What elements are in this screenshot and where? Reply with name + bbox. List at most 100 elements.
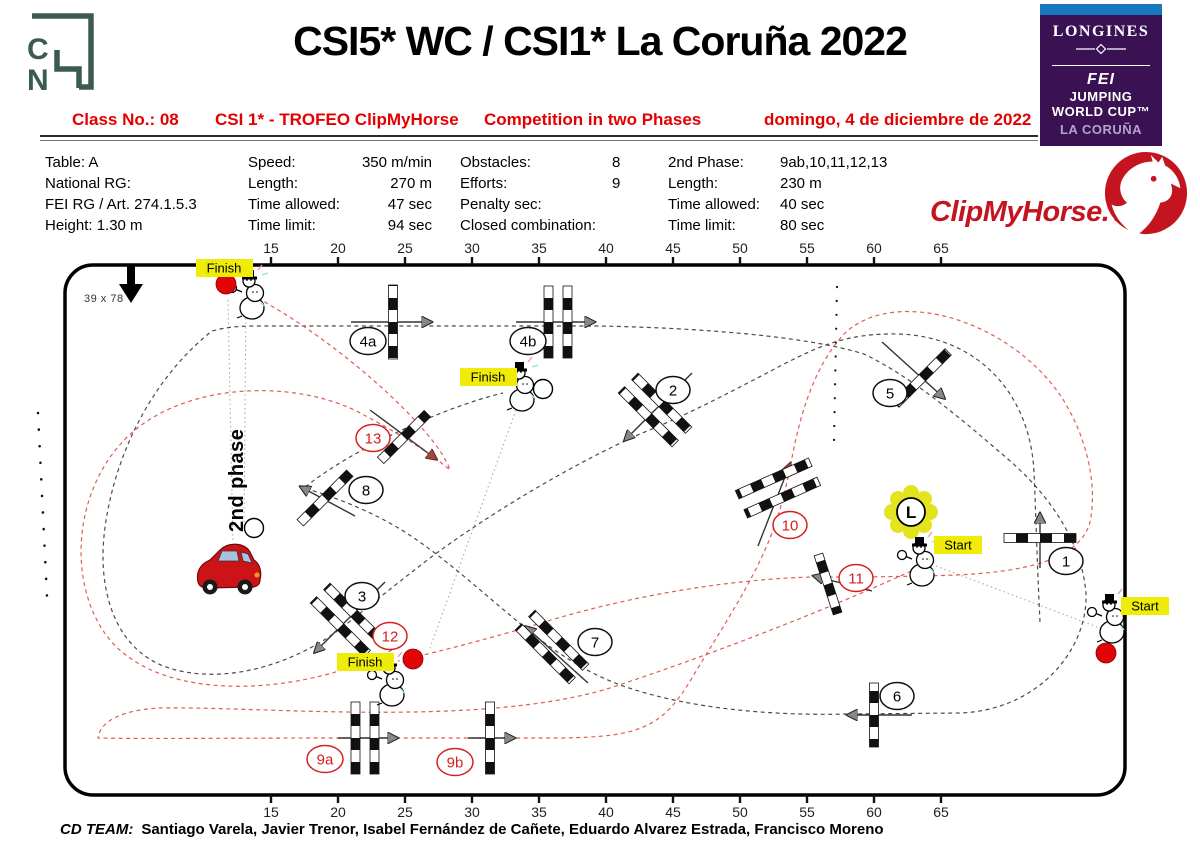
info-height: Height: 1.30 m xyxy=(45,217,143,234)
info-row: Time allowed: 40 sec xyxy=(668,194,887,215)
svg-text:2: 2 xyxy=(669,382,677,399)
info-row: 2nd Phase: 9ab,10,11,12,13 xyxy=(668,152,887,173)
info-row: Length: 230 m xyxy=(668,173,887,194)
ruler-number: 60 xyxy=(866,804,882,820)
svg-text:9b: 9b xyxy=(447,754,464,771)
class-number: Class No.: 08 xyxy=(72,110,179,129)
white-marker-ring xyxy=(243,517,265,539)
ruler-tick xyxy=(805,795,809,803)
svg-text:11: 11 xyxy=(848,570,864,587)
badge-jumping-text: JUMPING xyxy=(1069,89,1133,104)
obstacle-13 xyxy=(369,409,436,465)
ruler-tick xyxy=(470,795,474,803)
obstacle-label-5: 5 xyxy=(872,378,908,408)
start-tag-right: Start xyxy=(1121,597,1169,615)
info-row: Efforts: 9 xyxy=(460,173,620,194)
svg-text:Start: Start xyxy=(1131,599,1159,614)
info-column-speed: Speed: 350 m/min Length: 270 m Time allowe… xyxy=(248,152,432,236)
info-column-obstacles: Obstacles: 8 Efforts: 9 Penalty sec: Close… xyxy=(460,152,620,236)
svg-text:8: 8 xyxy=(362,482,370,499)
cd-team-label: CD TEAM: xyxy=(60,821,134,838)
info-label: Efforts: xyxy=(460,175,508,192)
svg-text:Finish: Finish xyxy=(348,655,383,670)
info-label: Time limit: xyxy=(248,217,316,234)
ruler-number: 30 xyxy=(464,240,480,256)
obstacle-9a xyxy=(338,701,397,775)
ruler-bottom: 15 20 25 30 35 40 45 50 55 60 65 xyxy=(263,795,949,820)
cn-club-logo: C N xyxy=(27,13,94,97)
info-row: Obstacles: 8 xyxy=(460,152,620,173)
ruler-tick xyxy=(336,795,340,803)
info-label: Length: xyxy=(668,175,719,192)
l-marker: L xyxy=(884,485,938,539)
svg-text:Finish: Finish xyxy=(471,370,506,385)
info-label: Time allowed: xyxy=(248,196,340,213)
finish-beam-top2 xyxy=(243,299,247,529)
svg-text:7: 7 xyxy=(591,634,599,651)
fei-logo-text: FEI xyxy=(1087,71,1115,88)
class-name: CSI 1* - TROFEO ClipMyHorse xyxy=(215,110,459,129)
ruler-number: 20 xyxy=(330,804,346,820)
track-phase1 xyxy=(102,325,1087,715)
svg-text:5: 5 xyxy=(886,385,894,402)
finish-tag-bottom: Finish xyxy=(337,653,394,671)
svg-text:12: 12 xyxy=(382,628,399,645)
ruler-number: 40 xyxy=(598,240,614,256)
info-column-phase2: 2nd Phase: 9ab,10,11,12,13 Length: 230 m T… xyxy=(668,152,887,236)
longines-wings-icon xyxy=(1076,43,1126,55)
svg-text:10: 10 xyxy=(782,517,799,534)
red-marker-dot xyxy=(402,648,424,670)
judge-car xyxy=(196,543,262,595)
ruler-tick xyxy=(604,795,608,803)
cn-logo-outer-bracket xyxy=(32,13,94,90)
finish-tag-top: Finish xyxy=(196,259,253,277)
obstacle-label-11: 11 xyxy=(838,563,874,593)
ruler-tick xyxy=(805,257,809,265)
badge-blue-bar xyxy=(1040,4,1162,15)
info-label: Speed: xyxy=(248,154,296,171)
info-value: 80 sec xyxy=(780,217,825,234)
info-table: Table: A xyxy=(45,154,99,171)
obstacle-label-7: 7 xyxy=(577,627,613,657)
header-divider-line xyxy=(40,135,1038,141)
svg-text:4a: 4a xyxy=(360,333,377,350)
clipmyhorse-horse-icon xyxy=(1104,152,1188,235)
phase2-course-label: 2nd phase xyxy=(226,429,248,532)
info-label: Penalty sec: xyxy=(460,196,542,213)
obstacle-label-9b: 9b xyxy=(436,747,474,777)
info-row: Time limit: 94 sec xyxy=(248,215,432,236)
ruler-number: 65 xyxy=(933,240,949,256)
ruler-number: 30 xyxy=(464,804,480,820)
obstacle-4a xyxy=(351,284,431,360)
info-value: 9 xyxy=(612,175,621,192)
obstacle-label-1: 1 xyxy=(1048,546,1084,576)
ruler-tick xyxy=(336,257,340,265)
info-value: 9ab,10,11,12,13 xyxy=(780,154,888,171)
obstacle-label-8: 8 xyxy=(348,475,384,505)
dots-column-left xyxy=(36,411,49,599)
ruler-number: 35 xyxy=(531,240,547,256)
badge-divider xyxy=(1052,65,1150,66)
info-label: Time limit: xyxy=(668,217,736,234)
cn-logo-letter-c: C xyxy=(27,33,49,66)
badge-body: LONGINES FEI JUMPING WORLD CUP™ LA CORUÑ… xyxy=(1040,15,1162,146)
svg-text:6: 6 xyxy=(893,688,901,705)
obstacle-6 xyxy=(848,682,912,748)
info-national: National RG: xyxy=(45,175,131,192)
cn-logo-inner-bracket xyxy=(54,50,82,88)
obstacle-label-4a: 4a xyxy=(349,326,387,356)
svg-text:Finish: Finish xyxy=(207,261,242,276)
info-value: 8 xyxy=(612,154,621,171)
ruler-tick xyxy=(939,257,943,265)
svg-text:9a: 9a xyxy=(317,751,334,768)
info-label: Length: xyxy=(248,175,299,192)
info-row: Penalty sec: xyxy=(460,194,620,215)
info-label: Time allowed: xyxy=(668,196,760,213)
obstacle-9b xyxy=(468,701,514,775)
red-marker-dot xyxy=(1095,642,1117,664)
ruler-number: 45 xyxy=(665,804,681,820)
info-label: Closed combination: xyxy=(460,217,596,234)
obstacle-1 xyxy=(1003,514,1077,568)
ruler-tick xyxy=(872,257,876,265)
